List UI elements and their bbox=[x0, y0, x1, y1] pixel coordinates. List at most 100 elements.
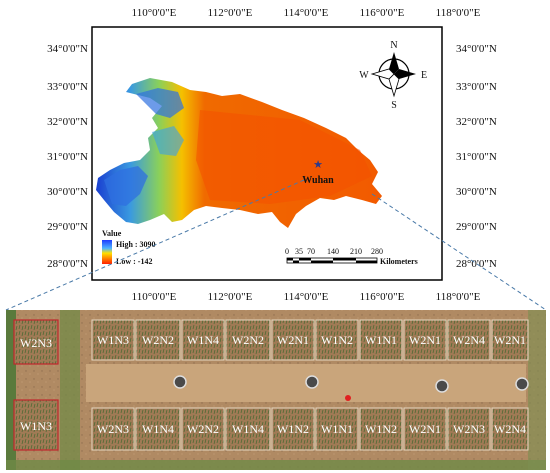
plot-bottom-1 bbox=[91, 407, 135, 451]
plot-bottom-5 bbox=[271, 407, 315, 451]
sample-marker-icon bbox=[345, 395, 351, 401]
plot-top-8 bbox=[403, 319, 447, 361]
compass-s-label: S bbox=[391, 100, 397, 111]
scale-segment-6 bbox=[356, 260, 377, 263]
plot-label-bottom-4: W1N4 bbox=[232, 422, 264, 436]
lat-tick-right-29: 29°0'0"N bbox=[456, 221, 497, 233]
plot-label-top-1: W1N3 bbox=[97, 333, 129, 347]
compass-west-icon bbox=[370, 68, 395, 80]
plot-label-top-5: W2N1 bbox=[277, 333, 309, 347]
compass-north-icon bbox=[389, 52, 399, 74]
scale-tick-0: 0 bbox=[285, 247, 289, 256]
sprinkler-icon bbox=[173, 375, 187, 389]
sprinkler-icon bbox=[435, 379, 449, 393]
lat-tick-left-33: 33°0'0"N bbox=[47, 81, 88, 93]
lon-tick-top-118: 118°0'0"E bbox=[436, 7, 481, 19]
star-icon: ★ bbox=[313, 159, 323, 171]
legend-colorbar bbox=[102, 240, 112, 264]
lat-tick-left-29: 29°0'0"N bbox=[47, 221, 88, 233]
plot-bottom-7 bbox=[359, 407, 403, 451]
sprinkler-icon bbox=[515, 377, 529, 391]
lat-tick-right-30: 30°0'0"N bbox=[456, 186, 497, 198]
right-grass-strip bbox=[528, 310, 546, 470]
lat-tick-right-31: 31°0'0"N bbox=[456, 151, 497, 163]
lon-tick-bottom-114: 114°0'0"E bbox=[284, 291, 329, 303]
plot-label-bottom-5: W1N2 bbox=[277, 422, 309, 436]
plot-bottom-10 bbox=[491, 407, 529, 451]
lat-tick-left-28: 28°0'0"N bbox=[47, 258, 88, 270]
plot-label-bottom-3: W2N2 bbox=[187, 422, 219, 436]
left-plot-label-top: W2N3 bbox=[20, 336, 52, 350]
plot-label-top-6: W1N2 bbox=[321, 333, 353, 347]
lat-ticks-left: 34°0'0"N 33°0'0"N 32°0'0"N 31°0'0"N 30°0… bbox=[47, 43, 88, 270]
compass-w-label: W bbox=[359, 70, 369, 81]
lon-tick-top-110: 110°0'0"E bbox=[132, 7, 177, 19]
lon-tick-top-114: 114°0'0"E bbox=[284, 7, 329, 19]
lat-tick-right-32: 32°0'0"N bbox=[456, 116, 497, 128]
left-plot-label-bottom: W1N3 bbox=[20, 419, 52, 433]
plot-label-bottom-9: W2N3 bbox=[453, 422, 485, 436]
lat-tick-right-33: 33°0'0"N bbox=[456, 81, 497, 93]
sprinkler-icon bbox=[305, 375, 319, 389]
lat-tick-right-34: 34°0'0"N bbox=[456, 43, 497, 55]
compass-n-label: N bbox=[390, 40, 397, 51]
scale-bar: 0 35 70 140 210 280 Kilometers bbox=[285, 247, 418, 266]
left-plot-w1n3 bbox=[13, 399, 59, 451]
plot-label-bottom-6: W1N1 bbox=[321, 422, 353, 436]
plot-bottom-9 bbox=[447, 407, 491, 451]
top-row-plots bbox=[91, 319, 529, 361]
scale-tick-35: 35 bbox=[295, 247, 303, 256]
compass-e-label: E bbox=[421, 70, 427, 81]
lon-tick-bottom-110: 110°0'0"E bbox=[132, 291, 177, 303]
plot-label-top-7: W1N1 bbox=[365, 333, 397, 347]
scale-tick-280: 280 bbox=[371, 247, 383, 256]
plot-top-4 bbox=[225, 319, 271, 361]
compass-east-icon bbox=[394, 69, 416, 79]
lon-tick-top-112: 112°0'0"E bbox=[208, 7, 253, 19]
city-label: Wuhan bbox=[302, 175, 334, 186]
leader-line-left bbox=[5, 179, 305, 311]
north-arrow: N S E W bbox=[359, 40, 427, 111]
plot-top-2 bbox=[135, 319, 181, 361]
plot-bottom-8 bbox=[403, 407, 447, 451]
highland-mid-patch bbox=[152, 126, 184, 156]
plot-label-top-3: W1N4 bbox=[187, 333, 219, 347]
plot-label-top-8: W2N1 bbox=[409, 333, 441, 347]
plot-top-6 bbox=[315, 319, 359, 361]
plot-label-bottom-7: W1N2 bbox=[365, 422, 397, 436]
lon-tick-bottom-112: 112°0'0"E bbox=[208, 291, 253, 303]
top-row-labels: W1N3 W2N2 W1N4 W2N2 W2N1 W1N2 W1N1 W2N1 … bbox=[97, 333, 526, 347]
scale-tick-210: 210 bbox=[350, 247, 362, 256]
lowland-east-patch bbox=[196, 110, 372, 204]
legend: Value High : 3090 Low : -142 bbox=[102, 229, 156, 266]
plot-label-top-9: W2N4 bbox=[453, 333, 485, 347]
lat-tick-right-28: 28°0'0"N bbox=[456, 258, 497, 270]
left-grass-strip bbox=[6, 310, 16, 470]
plot-top-7 bbox=[359, 319, 403, 361]
bottom-row-labels: W2N3 W1N4 W2N2 W1N4 W1N2 W1N1 W1N2 W2N1 … bbox=[97, 422, 526, 436]
highland-north-patch bbox=[136, 88, 184, 118]
wuhan-marker: ★ Wuhan bbox=[302, 159, 334, 186]
dem-region bbox=[96, 78, 382, 228]
scale-segment-1 bbox=[287, 258, 293, 261]
lat-tick-left-31: 31°0'0"N bbox=[47, 151, 88, 163]
plot-bottom-4 bbox=[225, 407, 271, 451]
plot-top-10 bbox=[491, 319, 529, 361]
left-plot-divider bbox=[60, 310, 80, 470]
lat-tick-left-32: 32°0'0"N bbox=[47, 116, 88, 128]
plot-label-bottom-10: W2N4 bbox=[494, 422, 526, 436]
scale-segment-2 bbox=[293, 260, 299, 263]
bottom-row-plots bbox=[91, 407, 529, 451]
scale-segment-5 bbox=[333, 258, 356, 261]
scale-segment-4 bbox=[311, 260, 333, 263]
plot-bottom-6 bbox=[315, 407, 359, 451]
plot-top-3 bbox=[181, 319, 225, 361]
lat-tick-left-34: 34°0'0"N bbox=[47, 43, 88, 55]
plot-top-5 bbox=[271, 319, 315, 361]
plot-top-1 bbox=[91, 319, 135, 361]
plot-label-top-4: W2N2 bbox=[232, 333, 264, 347]
lon-tick-bottom-118: 118°0'0"E bbox=[436, 291, 481, 303]
scale-tick-70: 70 bbox=[307, 247, 315, 256]
bottom-grass-strip bbox=[6, 460, 546, 470]
